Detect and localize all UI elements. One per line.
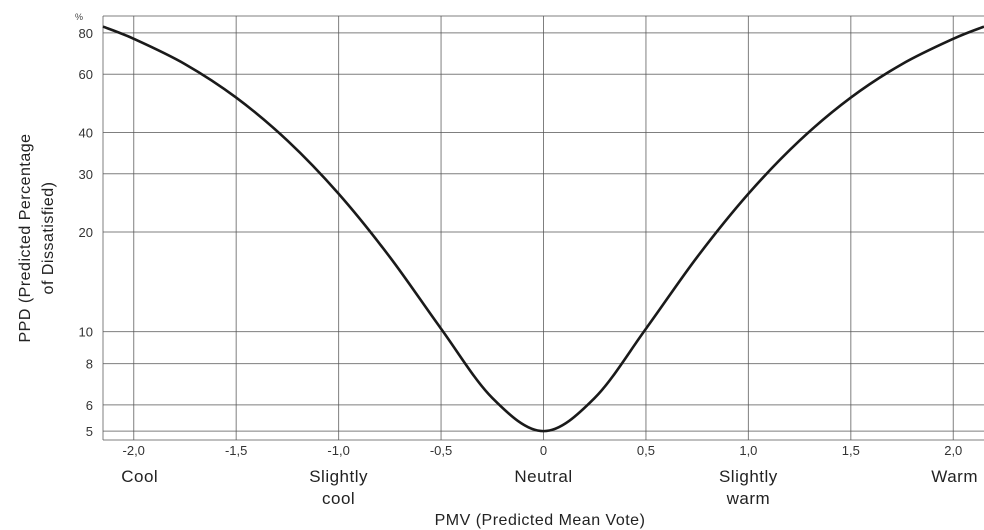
y-tick-label: 30	[79, 167, 93, 182]
y-tick-label: 40	[79, 125, 93, 140]
x-category-label-line: Slightly	[719, 467, 778, 486]
x-category-label: Slightly warm	[719, 467, 778, 508]
x-category-label: Cool	[121, 467, 158, 486]
y-tick-label: 5	[86, 424, 93, 439]
category-labels: Cool Slightly cool Neutral Slightly warm Warm	[121, 467, 978, 508]
x-category-label-line: Neutral	[514, 467, 572, 486]
x-tick-label: 0,5	[637, 443, 655, 458]
x-tick-label: 1,0	[739, 443, 757, 458]
x-axis-title: PMV (Predicted Mean Vote)	[435, 512, 646, 529]
y-tick-label: 6	[86, 398, 93, 413]
y-axis-title-line1: PPD (Predicted Percentage	[17, 133, 34, 342]
grid-layer	[102, 15, 984, 441]
x-category-label-line: cool	[322, 489, 355, 508]
x-category-label-line: Warm	[931, 467, 978, 486]
x-category-label-line: warm	[726, 489, 771, 508]
x-category-label: Neutral	[514, 467, 572, 486]
y-tick-label: 60	[79, 67, 93, 82]
curve-layer	[102, 25, 984, 433]
y-tick-label: 10	[79, 325, 93, 340]
x-category-label-line: Slightly	[309, 467, 368, 486]
x-tick-label: -1,5	[225, 443, 247, 458]
x-tick-label: 2,0	[944, 443, 962, 458]
x-tick-label: 1,5	[842, 443, 860, 458]
x-tick-label: 0	[540, 443, 547, 458]
x-tick-label: -0,5	[430, 443, 452, 458]
y-axis-title: PPD (Predicted Percentage of Dissatisfie…	[17, 133, 57, 342]
x-category-label-line: Cool	[121, 467, 158, 486]
y-tick-label: 8	[86, 357, 93, 372]
y-tick-label: 20	[79, 225, 93, 240]
x-tick-label: -1,0	[327, 443, 349, 458]
x-tick-label: -2,0	[123, 443, 145, 458]
y-tick-label: 80	[79, 26, 93, 41]
ppd-curve	[102, 25, 984, 433]
x-category-label: Warm	[931, 467, 978, 486]
tick-labels: -2,0 -1,5 -1,0 -0,5 0 0,5 1,0 1,5 2,0 5 6 8 10 20 30 40…	[79, 26, 963, 458]
y-unit-label: %	[75, 12, 83, 22]
y-axis-title-line2: of Dissatisfied)	[40, 182, 57, 295]
x-category-label: Slightly cool	[309, 467, 368, 508]
